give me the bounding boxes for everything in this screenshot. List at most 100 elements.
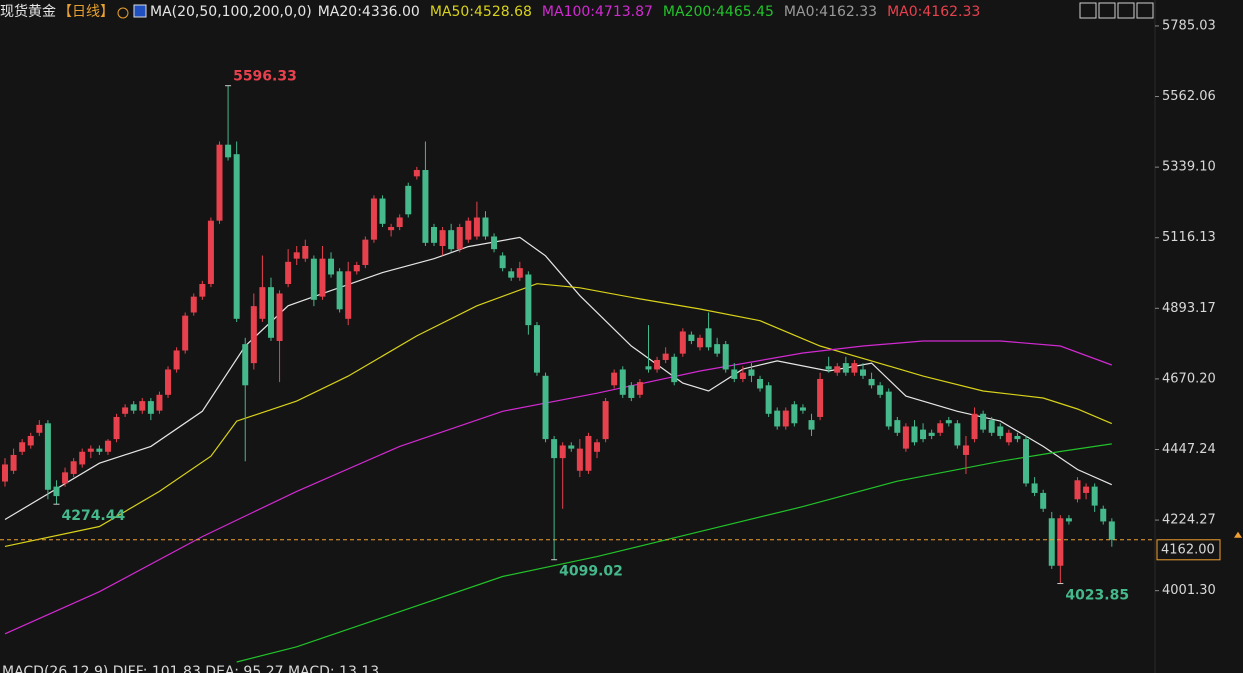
- candle-body: [336, 271, 343, 310]
- legend-entry: MA20:4336.00: [318, 4, 420, 20]
- ma-line: [236, 443, 1112, 663]
- ma-line: [4, 340, 1113, 635]
- candle-body: [259, 287, 266, 319]
- candle-body: [53, 486, 60, 497]
- candle-body: [928, 432, 935, 436]
- candle-body: [920, 429, 927, 440]
- candle-body: [911, 426, 918, 443]
- candle-body: [774, 410, 781, 427]
- candle-body: [799, 407, 806, 411]
- candle-body: [628, 385, 635, 398]
- legend-entry: MA50:4528.68: [430, 4, 532, 20]
- candle-body: [696, 337, 703, 348]
- candle-body: [894, 420, 901, 433]
- candle-body: [439, 230, 446, 246]
- toolbar-button[interactable]: [1079, 2, 1097, 19]
- candle-body: [388, 226, 395, 231]
- candle-body: [962, 445, 969, 455]
- candle-body: [654, 359, 661, 370]
- annotation: 4023.85: [1065, 588, 1129, 604]
- candle-body: [611, 372, 618, 386]
- candle-body: [27, 435, 34, 446]
- candle-body: [765, 385, 772, 414]
- candle-body: [1023, 439, 1030, 484]
- period-label[interactable]: 【日线】: [58, 4, 114, 20]
- candle-body: [250, 306, 257, 364]
- candle-body: [310, 258, 317, 300]
- candle-body: [113, 416, 120, 440]
- candle-body: [216, 144, 223, 221]
- candle-body: [791, 404, 798, 424]
- y-tick-label: 4224.27: [1162, 513, 1216, 528]
- candle-body: [104, 440, 111, 452]
- candle-body: [525, 274, 532, 326]
- candle-body: [44, 423, 51, 490]
- candle-body: [954, 423, 961, 446]
- candle-body: [207, 220, 214, 284]
- candle-body: [473, 217, 480, 237]
- candle-body: [602, 401, 609, 440]
- annotation: 4274.44: [61, 508, 125, 524]
- candle-body: [10, 454, 17, 471]
- candle-body: [2, 464, 8, 482]
- candle-body: [842, 363, 849, 373]
- candle-body: [147, 401, 154, 414]
- candle-body: [345, 271, 352, 319]
- candle-body: [19, 442, 26, 452]
- toolbar[interactable]: [1079, 2, 1154, 19]
- candle-body: [456, 226, 463, 250]
- candle-body: [516, 268, 523, 278]
- candle-body: [585, 435, 592, 471]
- candle-body: [980, 413, 987, 430]
- candle-body: [885, 391, 892, 427]
- candle-body: [139, 401, 146, 411]
- candle-body: [1065, 518, 1072, 522]
- candle-body: [130, 404, 137, 411]
- legend-entry: MA100:4713.87: [542, 4, 653, 20]
- candle-body: [70, 461, 77, 474]
- candle-body: [619, 369, 626, 395]
- macd-header: MACD(26,12,9) DIFF: 101.83 DEA: 95.27 MA…: [2, 664, 379, 673]
- toolbar-button[interactable]: [1136, 2, 1154, 19]
- candle-body: [568, 445, 575, 449]
- candle-body: [173, 350, 180, 370]
- y-tick-label: 5562.06: [1162, 89, 1216, 104]
- current-price-box: [1156, 539, 1221, 561]
- y-tick-label: 4893.17: [1162, 301, 1216, 316]
- candle-body: [559, 445, 566, 459]
- candle-body: [328, 258, 335, 275]
- candle-body: [508, 271, 515, 278]
- candle-body: [499, 255, 506, 269]
- candle-body: [971, 413, 978, 440]
- ma-line: [4, 283, 1113, 547]
- candle-body: [87, 448, 94, 452]
- candle-body: [225, 144, 232, 158]
- candle-body: [1091, 486, 1098, 506]
- candle-body: [671, 356, 678, 383]
- current-price-marker: [1234, 531, 1242, 538]
- candle-body: [422, 170, 429, 243]
- candle-body: [190, 296, 197, 313]
- candle-body: [370, 198, 377, 240]
- candle-body: [1100, 508, 1107, 522]
- candle-body: [413, 170, 420, 177]
- ma-lines: [4, 236, 1113, 663]
- candle-body: [662, 353, 669, 360]
- candles: [2, 85, 1115, 584]
- candle-body: [233, 154, 240, 319]
- annotation: 5596.33: [233, 69, 297, 85]
- candle-body: [362, 239, 369, 265]
- candle-body: [36, 424, 43, 433]
- candle-body: [808, 420, 815, 430]
- candle-body: [860, 369, 866, 376]
- toolbar-button[interactable]: [1098, 2, 1116, 19]
- toolbar-button[interactable]: [1117, 2, 1135, 19]
- settings-icon[interactable]: [117, 7, 129, 19]
- candle-body: [122, 407, 129, 414]
- legend-entry: MA0:4162.33: [784, 4, 877, 20]
- candle-body: [242, 344, 249, 386]
- candle-body: [757, 378, 764, 389]
- candle-body: [1074, 480, 1081, 500]
